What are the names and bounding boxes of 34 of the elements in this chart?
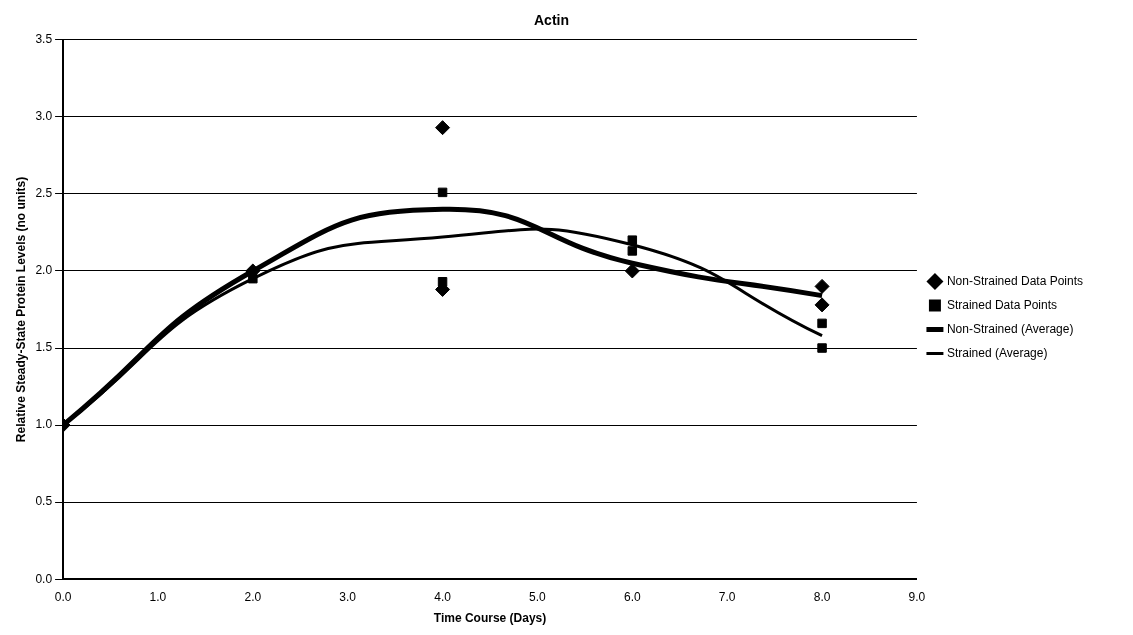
x-tick-label: 4.0 bbox=[434, 589, 452, 604]
legend-label: Strained (Average) bbox=[946, 345, 1048, 360]
y-tick-label: 2.5 bbox=[35, 186, 53, 201]
y-tick-label: 3.0 bbox=[35, 109, 53, 124]
y-tick-label: 0.0 bbox=[35, 571, 53, 586]
x-tick-label: 7.0 bbox=[718, 589, 736, 604]
y-axis-title: Relative Steady-State Protein Levels (no units) bbox=[13, 176, 28, 443]
legend-label: Non-Strained Data Points bbox=[946, 273, 1084, 288]
x-tick-label: 2.0 bbox=[244, 589, 262, 604]
y-tick-label: 3.5 bbox=[35, 32, 53, 47]
x-tick-label: 5.0 bbox=[529, 589, 547, 604]
point bbox=[435, 120, 451, 136]
x-tick-label: 8.0 bbox=[813, 589, 831, 604]
x-axis-title: Time Course (Days) bbox=[433, 611, 547, 626]
point bbox=[814, 278, 830, 294]
point bbox=[627, 246, 638, 256]
legend-label: Strained Data Points bbox=[946, 297, 1057, 312]
y-tick-label: 1.0 bbox=[35, 417, 53, 432]
y-tick-label: 1.5 bbox=[35, 340, 53, 355]
x-tick-label: 0.0 bbox=[54, 589, 72, 604]
x-tick-label: 9.0 bbox=[908, 589, 926, 604]
point bbox=[814, 297, 830, 313]
point bbox=[437, 187, 448, 198]
point bbox=[627, 235, 638, 245]
point bbox=[817, 318, 827, 329]
y-tick-label: 0.5 bbox=[35, 494, 53, 509]
legend-label: Non-Strained (Average) bbox=[946, 321, 1074, 336]
point bbox=[624, 263, 640, 279]
point bbox=[817, 343, 827, 353]
x-tick-label: 1.0 bbox=[149, 589, 167, 604]
x-tick-label: 3.0 bbox=[339, 589, 357, 604]
chart-title: Actin bbox=[534, 12, 569, 29]
x-tick-label: 6.0 bbox=[623, 589, 641, 604]
y-tick-label: 2.0 bbox=[35, 263, 53, 278]
